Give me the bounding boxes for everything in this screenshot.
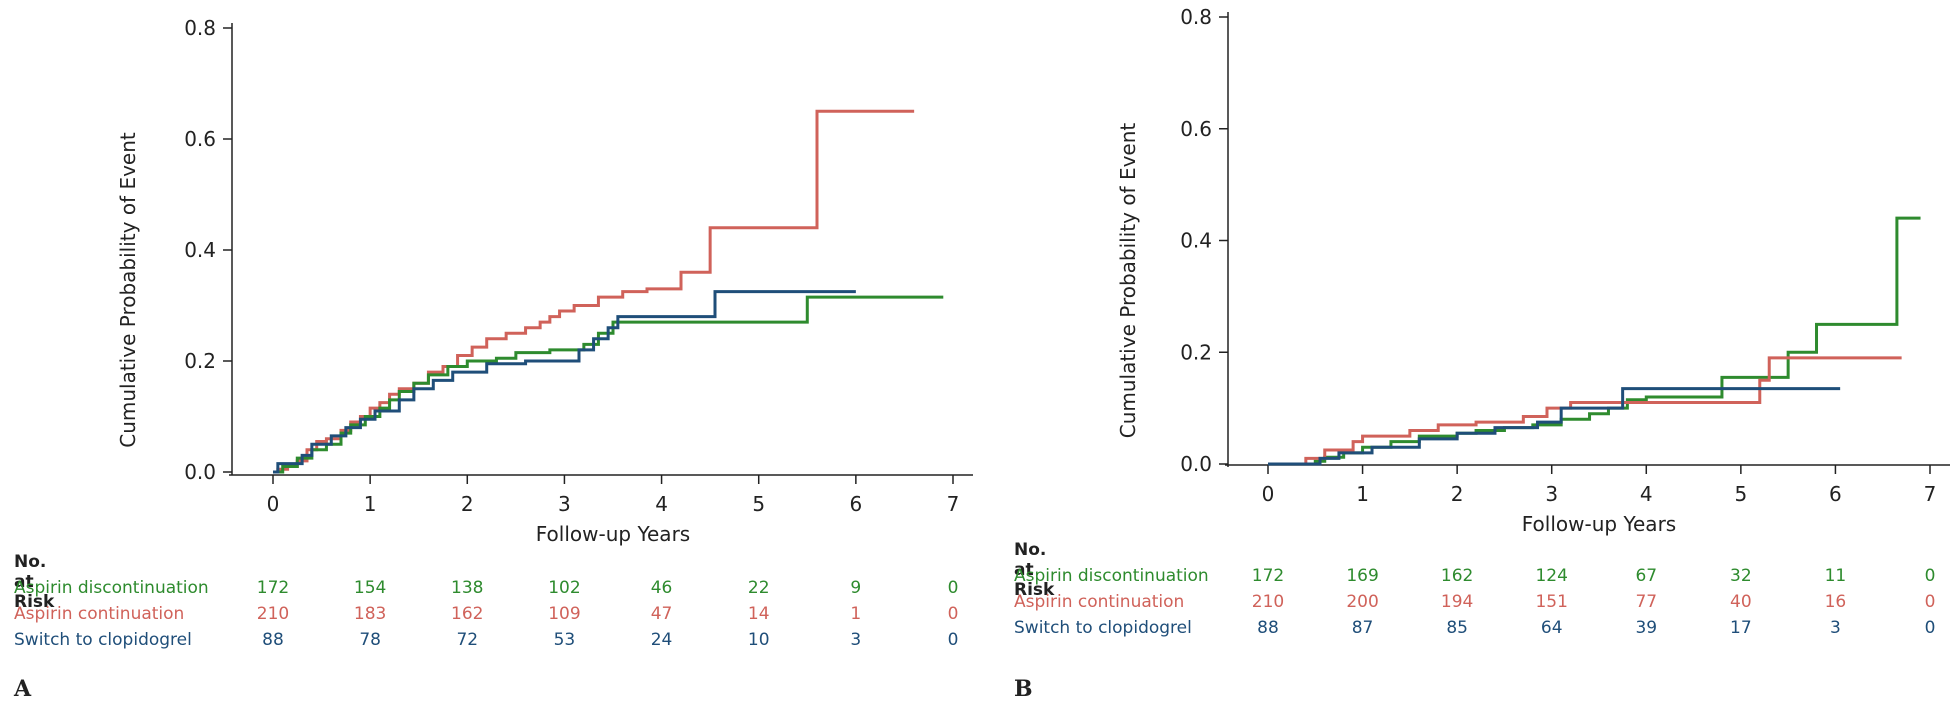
- x-tick-label: 6: [849, 492, 862, 516]
- risk-cell: 85: [1446, 618, 1468, 638]
- risk-cell: 138: [451, 578, 484, 598]
- risk-cell: 46: [650, 578, 673, 598]
- risk-row-label: Aspirin discontinuation: [1014, 566, 1209, 586]
- risk-cell: 67: [1635, 566, 1658, 586]
- risk-table-title: No. at Risk: [14, 552, 55, 612]
- x-tick-label: 5: [1734, 482, 1747, 506]
- risk-cell: 3: [850, 630, 862, 650]
- y-tick-label: 0.6: [184, 127, 216, 151]
- risk-cell: 210: [256, 604, 290, 624]
- y-axis-label: Cumulative Probability of Event: [116, 132, 140, 448]
- y-tick-label: 0.8: [1180, 5, 1212, 29]
- risk-cell: 3: [1830, 618, 1841, 638]
- risk-cell: 0: [947, 578, 959, 598]
- x-tick-label: 7: [1924, 482, 1937, 506]
- risk-cell: 200: [1346, 592, 1379, 612]
- risk-cell: 88: [1257, 618, 1279, 638]
- risk-cell: 10: [747, 630, 770, 650]
- x-tick-label: 4: [655, 492, 668, 516]
- risk-cell: 9: [850, 578, 862, 598]
- x-tick-label: 6: [1829, 482, 1842, 506]
- risk-cell: 78: [359, 630, 381, 650]
- x-tick-label: 2: [1451, 482, 1464, 506]
- risk-cell: 14: [747, 604, 770, 624]
- risk-cell: 87: [1351, 618, 1374, 638]
- x-axis-label: Follow-up Years: [1522, 512, 1676, 536]
- panel-a: 0.0 0.2 0.4 0.6 0.8 0 1 2 3 4 5 6 7 Follow-up Years Cu…: [14, 16, 973, 702]
- risk-cell: 1: [850, 604, 862, 624]
- risk-cell: 162: [1440, 566, 1474, 586]
- series-line-switch-to-clopidogrel: [273, 290, 856, 474]
- km-chart-a: 0.0 0.2 0.4 0.6 0.8 0 1 2 3 4 5 6 7 Follow-up Years Cu…: [116, 16, 973, 546]
- risk-cell: 53: [553, 630, 576, 650]
- y-tick-label: 0.6: [1180, 117, 1212, 141]
- series-line-aspirin-continuation: [1268, 356, 1902, 466]
- x-tick-label: 0: [267, 492, 280, 516]
- risk-cell: 154: [353, 578, 387, 598]
- risk-cell: 22: [747, 578, 770, 598]
- risk-cell: 124: [1535, 566, 1568, 586]
- y-tick-label: 0.2: [1180, 340, 1212, 364]
- risk-row-label: Switch to clopidogrel: [14, 630, 192, 650]
- series-line-switch-to-clopidogrel: [1268, 387, 1841, 466]
- risk-cell: 40: [1730, 592, 1752, 612]
- risk-cell: 16: [1824, 592, 1847, 612]
- y-tick-label: 0.4: [184, 238, 216, 262]
- y-tick-label: 0.4: [1180, 229, 1212, 253]
- km-chart-b: 0.0 0.2 0.4 0.6 0.8 0 1 2 3 4 5 6 7 Follow-up Years Cu…: [1116, 5, 1950, 536]
- y-tick-label: 0.8: [184, 16, 216, 40]
- x-tick-label: 5: [752, 492, 765, 516]
- risk-cell: 172: [256, 578, 290, 598]
- series-line-aspirin-continuation: [273, 109, 915, 474]
- risk-cell: 109: [548, 604, 581, 624]
- risk-cell: 88: [262, 630, 284, 650]
- risk-cell: 11: [1824, 566, 1847, 586]
- risk-table-title: No. at Risk: [1014, 540, 1055, 600]
- risk-cell: 72: [456, 630, 479, 650]
- risk-cell: 210: [1251, 592, 1285, 612]
- risk-cell: 151: [1535, 592, 1568, 612]
- series-line-aspirin-discontinuation: [1268, 216, 1921, 466]
- risk-row-label: Aspirin continuation: [14, 604, 185, 624]
- x-axis-label: Follow-up Years: [536, 522, 690, 546]
- y-axis-label: Cumulative Probability of Event: [1116, 123, 1140, 439]
- panel-label-a: A: [14, 676, 32, 702]
- x-tick-label: 0: [1262, 482, 1275, 506]
- risk-cell: 162: [451, 604, 484, 624]
- x-tick-label: 4: [1640, 482, 1653, 506]
- risk-cell: 172: [1251, 566, 1285, 586]
- y-tick-label: 0.0: [184, 460, 216, 484]
- risk-cell: 0: [947, 630, 959, 650]
- risk-cell: 194: [1440, 592, 1474, 612]
- risk-cell: 0: [1924, 618, 1936, 638]
- risk-row-label: Aspirin discontinuation: [14, 578, 209, 598]
- risk-row-label: Switch to clopidogrel: [1014, 618, 1192, 638]
- x-tick-label: 2: [461, 492, 474, 516]
- x-tick-label: 7: [947, 492, 960, 516]
- risk-cell: 24: [650, 630, 673, 650]
- y-tick-label: 0.2: [184, 349, 216, 373]
- risk-cell: 39: [1635, 618, 1658, 638]
- panel-b: 0.0 0.2 0.4 0.6 0.8 0 1 2 3 4 5 6 7 Follow-up Years Cu…: [1000, 0, 1950, 704]
- risk-cell: 47: [650, 604, 673, 624]
- risk-cell: 102: [548, 578, 581, 598]
- risk-cell: 64: [1540, 618, 1563, 638]
- x-tick-label: 1: [364, 492, 377, 516]
- risk-cell: 183: [353, 604, 387, 624]
- panel-label-b: B: [1014, 676, 1033, 702]
- risk-cell: 17: [1730, 618, 1752, 638]
- series-line-aspirin-discontinuation: [273, 295, 944, 474]
- risk-cell: 32: [1730, 566, 1752, 586]
- risk-cell: 0: [1924, 566, 1936, 586]
- x-tick-label: 3: [1545, 482, 1558, 506]
- risk-cell: 77: [1635, 592, 1658, 612]
- x-tick-label: 1: [1356, 482, 1369, 506]
- x-tick-label: 3: [558, 492, 571, 516]
- risk-row-label: Aspirin continuation: [1014, 592, 1185, 612]
- risk-cell: 0: [1924, 592, 1936, 612]
- risk-cell: 169: [1346, 566, 1379, 586]
- risk-cell: 0: [947, 604, 959, 624]
- y-tick-label: 0.0: [1180, 452, 1212, 476]
